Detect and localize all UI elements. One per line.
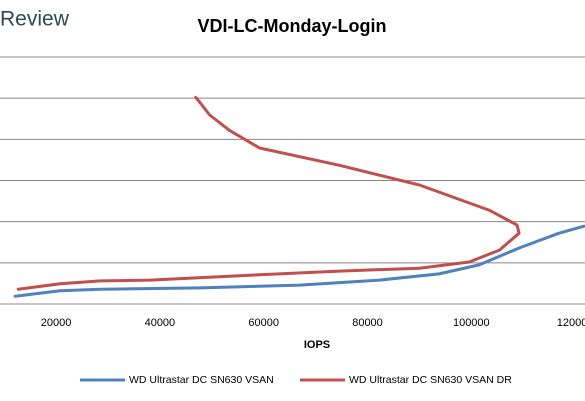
x-tick-label: 120000 (557, 317, 585, 329)
legend-label: WD Ultrastar DC SN630 VSAN DR (349, 374, 512, 386)
x-tick-label: 40000 (145, 317, 176, 329)
series-line (13, 224, 585, 298)
x-tick-label: 20000 (41, 317, 72, 329)
x-tick-label: 60000 (248, 317, 279, 329)
series-line (16, 95, 521, 291)
chart-title: VDI-LC-Monday-Login (198, 16, 387, 36)
x-axis-label: IOPS (304, 339, 330, 351)
x-tick-label: 80000 (352, 317, 383, 329)
brand: Review (0, 8, 70, 31)
x-tick-label: 100000 (453, 317, 490, 329)
legend-label: WD Ultrastar DC SN630 VSAN (129, 374, 274, 386)
